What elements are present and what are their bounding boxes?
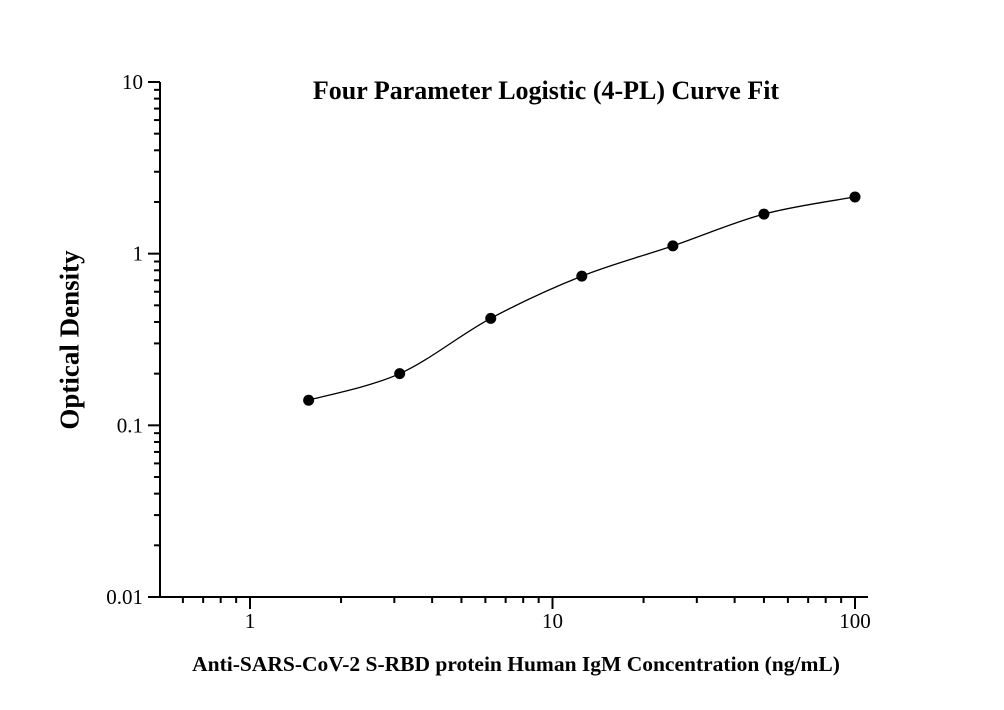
data-point-marker — [303, 394, 315, 406]
y-axis-ticks — [148, 80, 160, 598]
x-tick-labels: 1 10 100 — [245, 609, 871, 633]
data-point-marker — [485, 312, 497, 324]
data-points — [303, 191, 861, 406]
x-tick-label: 10 — [542, 609, 563, 633]
y-tick-label: 0.01 — [106, 585, 143, 609]
data-point-marker — [394, 368, 406, 380]
y-tick-labels: 10 1 0.1 0.01 — [106, 70, 143, 609]
y-tick-label: 10 — [122, 70, 143, 94]
x-axis-label: Anti-SARS-CoV-2 S-RBD protein Human IgM … — [192, 652, 840, 676]
chart-title: Four Parameter Logistic (4-PL) Curve Fit — [312, 76, 780, 105]
axes — [159, 82, 868, 598]
data-point-marker — [576, 270, 588, 282]
fit-curve-path — [308, 196, 856, 401]
data-point-marker — [667, 240, 679, 252]
y-tick-label: 1 — [133, 242, 144, 266]
data-point-marker — [849, 191, 861, 203]
y-axis-label: Optical Density — [54, 250, 85, 430]
x-tick-label: 100 — [839, 609, 871, 633]
x-axis-ticks — [181, 597, 856, 609]
fit-curve — [308, 196, 856, 401]
data-point-marker — [758, 208, 770, 220]
y-tick-label: 0.1 — [117, 413, 143, 437]
x-tick-label: 1 — [245, 609, 256, 633]
